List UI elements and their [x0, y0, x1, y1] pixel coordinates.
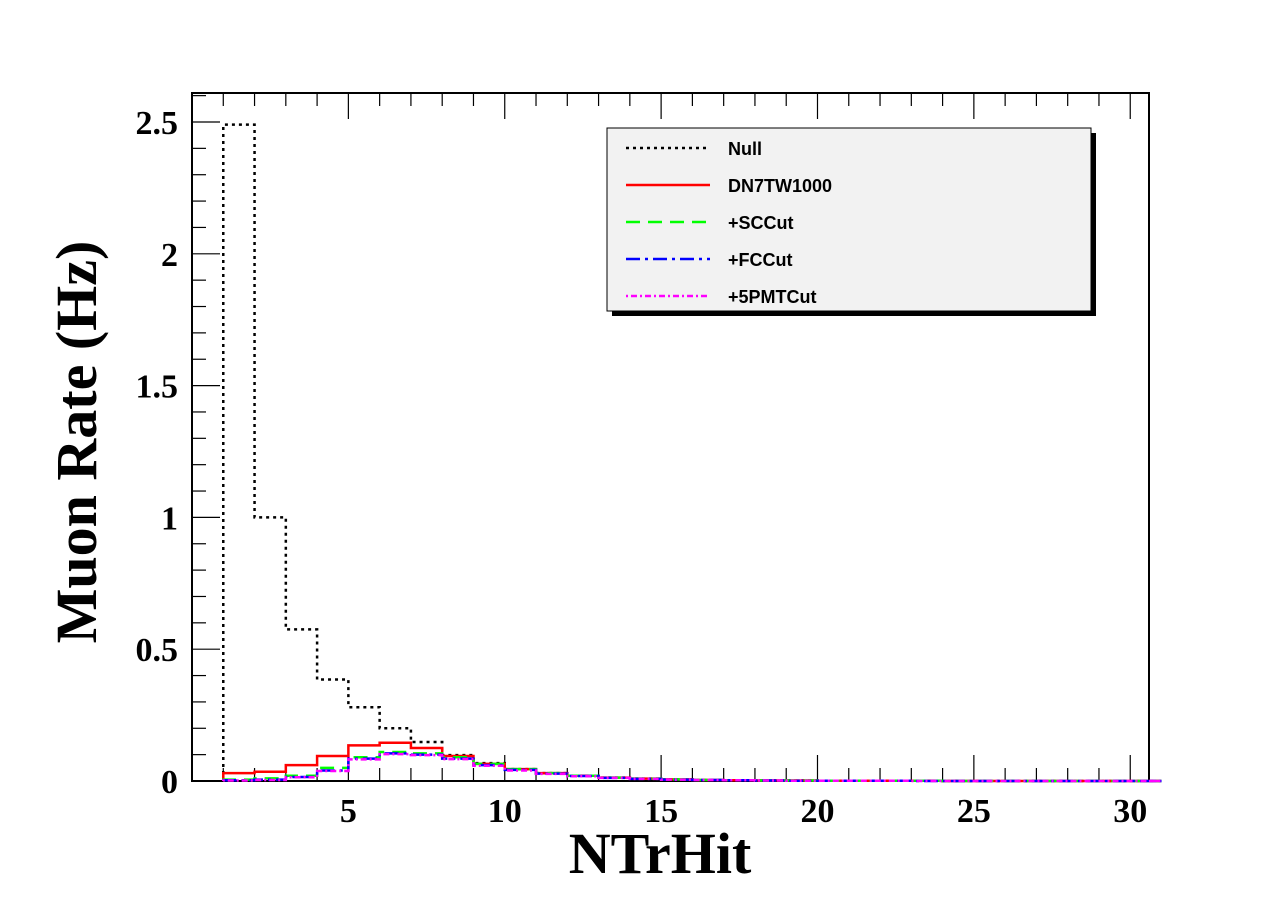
legend-label: +SCCut	[728, 213, 794, 233]
y-tick-label: 1.5	[136, 369, 179, 406]
y-tick-label: 0	[161, 764, 178, 801]
series-group	[222, 123, 1162, 783]
x-tick-label: 25	[957, 793, 991, 830]
y-tick-label: 2	[161, 237, 178, 274]
x-axis-title: NTrHit	[569, 821, 752, 886]
tick-labels: 5 10 15 20 25 30 0 0.5 1 1.5 2 2.5	[136, 105, 1148, 830]
plot-frame	[191, 92, 1150, 782]
y-tick-label: 2.5	[136, 105, 179, 142]
y-tick-label: 0.5	[136, 632, 179, 669]
legend: Null DN7TW1000 +SCCut +FCCut +5PMTCut	[606, 127, 1096, 316]
x-tick-label: 30	[1113, 793, 1147, 830]
axis-ticks	[192, 93, 1131, 782]
legend-label: +FCCut	[728, 250, 793, 270]
legend-label: DN7TW1000	[728, 176, 832, 196]
legend-label: Null	[728, 139, 762, 159]
x-tick-label: 5	[340, 793, 357, 830]
legend-label: +5PMTCut	[728, 287, 817, 307]
series-line	[222, 752, 1162, 783]
y-axis-title: Muon Rate (Hz)	[44, 241, 109, 644]
x-tick-label: 20	[800, 793, 834, 830]
x-tick-label: 15	[644, 793, 678, 830]
x-tick-label: 10	[488, 793, 522, 830]
legend-box	[606, 127, 1092, 312]
y-tick-label: 1	[161, 500, 178, 537]
